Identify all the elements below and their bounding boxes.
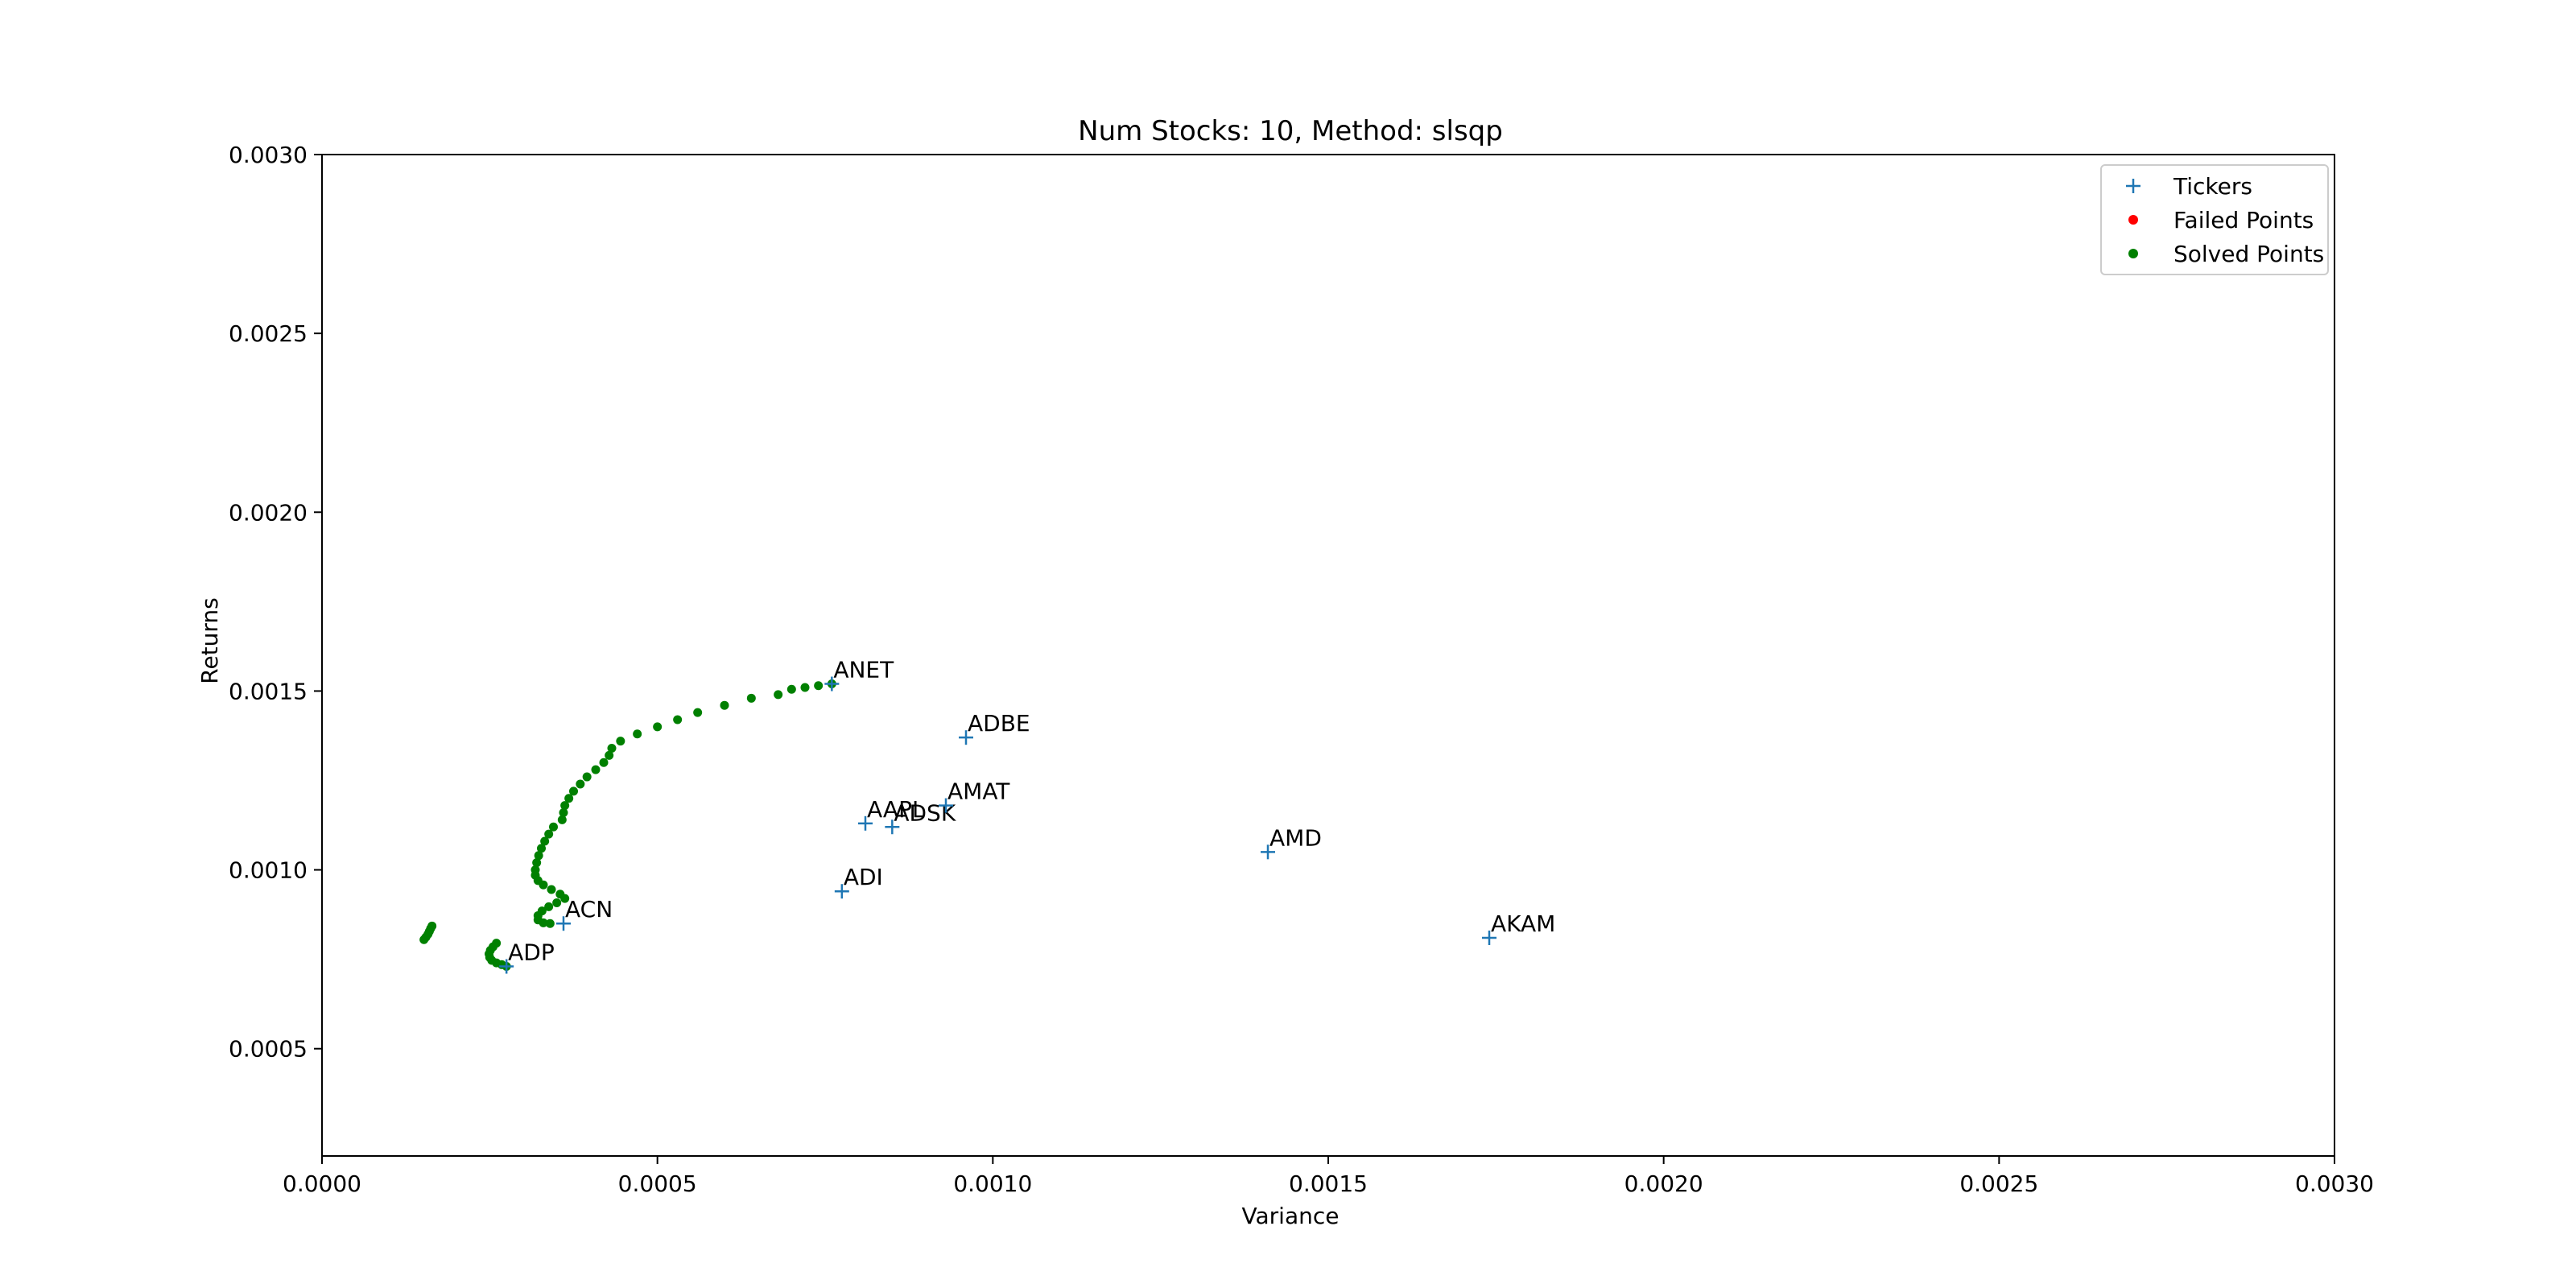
y-tick-label: 0.0030 <box>229 142 308 168</box>
solved-point <box>569 786 578 796</box>
legend-frame <box>2100 164 2329 275</box>
solved-point <box>557 815 567 824</box>
ticker-label: ANET <box>833 657 894 683</box>
y-tick-label: 0.0015 <box>229 678 308 704</box>
legend-entry-label: Tickers <box>2173 173 2252 200</box>
solved-point <box>582 772 592 782</box>
solved-point <box>552 898 562 907</box>
solved-point <box>800 683 810 692</box>
solved-point <box>427 921 437 931</box>
x-axis-label: Variance <box>1242 1203 1340 1229</box>
solved-point <box>555 890 565 899</box>
solved-point <box>559 807 568 817</box>
x-tick-label: 0.0020 <box>1624 1170 1703 1197</box>
legend-entry-label: Solved Points <box>2174 241 2324 267</box>
solved-point <box>786 684 796 694</box>
solved-point <box>564 794 574 803</box>
ticker-label: AAPL <box>867 796 925 823</box>
legend-marker <box>2128 249 2138 258</box>
ticker-point <box>959 730 973 745</box>
ticker-label: ACN <box>565 896 613 923</box>
x-tick-label: 0.0015 <box>1289 1170 1368 1197</box>
x-tick-label: 0.0030 <box>2295 1170 2374 1197</box>
ticker-point <box>834 884 849 899</box>
solved-point <box>633 729 642 739</box>
ticker-label: AMAT <box>947 778 1010 805</box>
legend-entry-label: Failed Points <box>2174 207 2314 233</box>
solved-point <box>720 700 729 710</box>
solved-point <box>492 939 502 948</box>
y-tick-label: 0.0005 <box>229 1036 308 1063</box>
y-tick-label: 0.0020 <box>229 499 308 526</box>
legend-marker-tickers <box>2126 179 2140 193</box>
solved-point <box>547 885 556 894</box>
solved-point <box>616 737 625 746</box>
y-tick-label: 0.0010 <box>229 857 308 884</box>
solved-points-layer <box>419 679 836 972</box>
x-axis-ticks: 0.0000 0.0005 0.0010 0.0015 0.0020 0.0025 0.00… <box>283 1156 2374 1197</box>
solved-point <box>545 919 555 928</box>
ticker-point <box>556 916 571 931</box>
solved-point <box>560 801 570 811</box>
ticker-point <box>499 959 514 974</box>
solved-point <box>607 744 617 753</box>
solved-point <box>534 851 543 861</box>
x-tick-label: 0.0000 <box>283 1170 361 1197</box>
ticker-label: ADP <box>508 939 555 966</box>
solved-point <box>532 858 542 868</box>
y-tick-label: 0.0025 <box>229 320 308 347</box>
plot-area-frame <box>321 154 2335 1157</box>
ticker-label: AKAM <box>1491 910 1555 937</box>
solved-point <box>746 693 756 703</box>
solved-point <box>549 822 558 832</box>
solved-point <box>814 681 824 691</box>
ticker-point <box>885 819 900 835</box>
x-tick-label: 0.0005 <box>618 1170 697 1197</box>
legend: Tickers Failed Points Solved Points <box>2100 164 2329 275</box>
solved-point <box>537 906 547 916</box>
solved-point <box>693 708 703 717</box>
ticker-point <box>939 798 953 813</box>
solved-point <box>544 829 554 839</box>
y-axis-ticks: 0.0005 0.0010 0.0015 0.0020 0.0025 0.0030 <box>229 142 322 1063</box>
solved-point <box>537 844 546 853</box>
solved-point <box>591 765 601 774</box>
ticker-label: ADBE <box>968 710 1030 737</box>
ticker-point <box>1261 844 1275 860</box>
chart-title: Num Stocks: 10, Method: slsqp <box>1078 115 1503 147</box>
solved-point <box>599 758 609 767</box>
solved-point <box>544 902 554 911</box>
solved-point <box>530 865 540 875</box>
solved-point <box>653 722 663 732</box>
ticker-point <box>824 676 840 691</box>
legend-marker <box>2128 215 2138 225</box>
solved-point <box>605 750 614 760</box>
ticker-point <box>858 815 873 831</box>
x-tick-label: 0.0025 <box>1959 1170 2038 1197</box>
y-axis-label: Returns <box>196 597 223 684</box>
solved-point <box>774 690 783 700</box>
ticker-label: ADI <box>844 864 883 890</box>
solved-point <box>540 836 550 846</box>
ticker-label: AMD <box>1269 824 1322 851</box>
x-tick-label: 0.0010 <box>953 1170 1032 1197</box>
solved-point <box>673 715 683 724</box>
solved-point <box>576 779 585 789</box>
ticker-point <box>1482 930 1496 945</box>
